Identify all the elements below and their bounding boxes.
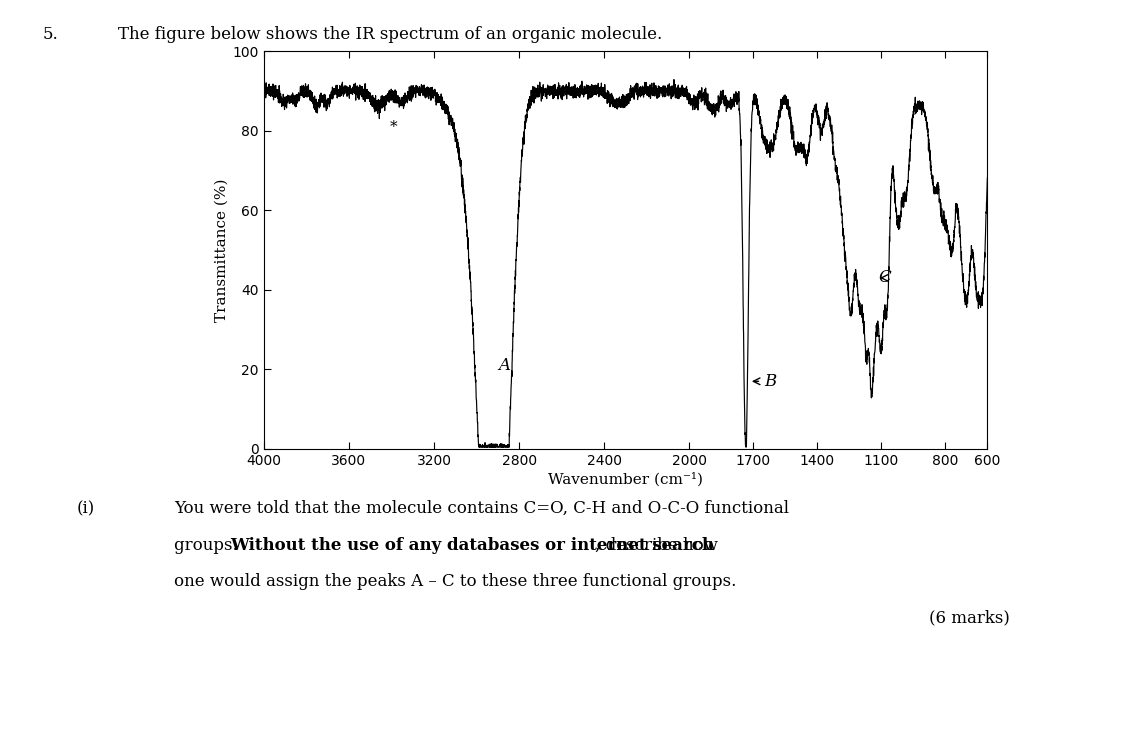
Text: C: C [879, 269, 892, 286]
Text: You were told that the molecule contains C=O, C-H and O-C-O functional: You were told that the molecule contains… [174, 500, 789, 517]
Text: (i): (i) [76, 500, 94, 517]
Y-axis label: Transmittance (%): Transmittance (%) [214, 178, 228, 322]
Text: groups.: groups. [174, 537, 242, 553]
Text: A: A [498, 357, 511, 374]
Text: 5.: 5. [43, 26, 58, 42]
Text: *: * [389, 120, 397, 134]
Text: The figure below shows the IR spectrum of an organic molecule.: The figure below shows the IR spectrum o… [118, 26, 662, 42]
Text: Without the use of any databases or internet search: Without the use of any databases or inte… [230, 537, 714, 553]
Text: , describe how: , describe how [595, 537, 718, 553]
Text: one would assign the peaks A – C to these three functional groups.: one would assign the peaks A – C to thes… [174, 573, 736, 590]
X-axis label: Wavenumber (cm⁻¹): Wavenumber (cm⁻¹) [548, 472, 703, 486]
Text: (6 marks): (6 marks) [929, 610, 1010, 626]
Text: B: B [753, 373, 776, 390]
